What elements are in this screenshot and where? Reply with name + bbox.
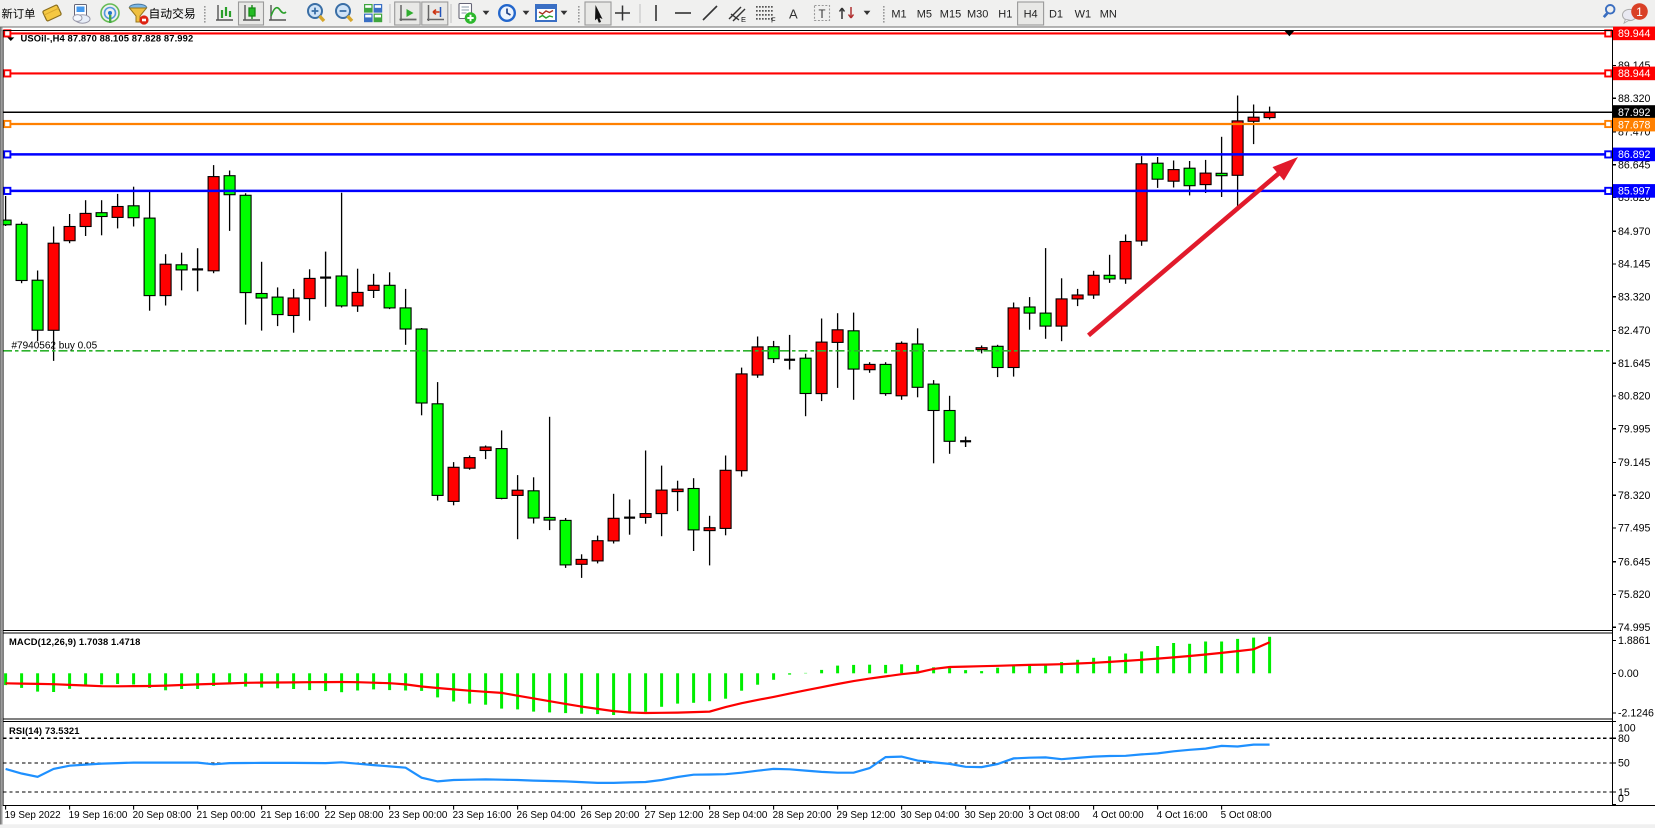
svg-text:74.995: 74.995 (1618, 622, 1651, 634)
svg-text:85.997: 85.997 (1618, 186, 1651, 198)
svg-text:M5: M5 (917, 9, 932, 21)
svg-text:19 Sep 2022: 19 Sep 2022 (5, 810, 61, 821)
svg-text:76.645: 76.645 (1618, 556, 1651, 568)
svg-text:29 Sep 12:00: 29 Sep 12:00 (837, 810, 896, 821)
svg-text:79.145: 79.145 (1618, 457, 1651, 469)
svg-text:21 Sep 16:00: 21 Sep 16:00 (261, 810, 320, 821)
svg-text:F: F (771, 16, 776, 25)
svg-text:H1: H1 (998, 9, 1012, 21)
svg-text:D1: D1 (1049, 9, 1063, 21)
svg-text:W1: W1 (1075, 9, 1092, 21)
svg-text:84.145: 84.145 (1618, 259, 1651, 271)
svg-text:80.820: 80.820 (1618, 391, 1651, 403)
svg-text:A: A (789, 7, 798, 22)
svg-text:3 Oct 08:00: 3 Oct 08:00 (1029, 810, 1081, 821)
svg-text:M1: M1 (891, 9, 906, 21)
svg-text:21 Sep 00:00: 21 Sep 00:00 (197, 810, 256, 821)
svg-text:15: 15 (1618, 787, 1630, 799)
svg-text:0: 0 (1618, 793, 1624, 805)
svg-text:82.470: 82.470 (1618, 325, 1651, 337)
svg-text:87.992: 87.992 (1618, 107, 1651, 119)
svg-text:MN: MN (1100, 9, 1117, 21)
svg-text:75.820: 75.820 (1618, 589, 1651, 601)
svg-text:30 Sep 04:00: 30 Sep 04:00 (901, 810, 960, 821)
svg-text:#7940562 buy 0.05: #7940562 buy 0.05 (12, 341, 98, 352)
svg-text:81.645: 81.645 (1618, 358, 1651, 370)
svg-text:M30: M30 (967, 9, 988, 21)
svg-text:86.645: 86.645 (1618, 159, 1651, 171)
svg-text:1.8861: 1.8861 (1618, 635, 1651, 647)
svg-text:28 Sep 20:00: 28 Sep 20:00 (773, 810, 832, 821)
svg-text:83.320: 83.320 (1618, 291, 1651, 303)
svg-text:84.970: 84.970 (1618, 226, 1651, 238)
svg-text:H4: H4 (1024, 9, 1038, 21)
svg-text:5 Oct 08:00: 5 Oct 08:00 (1221, 810, 1273, 821)
svg-text:22 Sep 08:00: 22 Sep 08:00 (325, 810, 384, 821)
svg-text:USOil-,H4 87.870 88.105 87.82: USOil-,H4 87.870 88.105 87.828 87.992 (21, 32, 194, 43)
svg-text:100: 100 (1618, 722, 1636, 734)
svg-text:88.320: 88.320 (1618, 93, 1651, 105)
svg-text:-2.1246: -2.1246 (1618, 708, 1654, 720)
svg-text:0.00: 0.00 (1618, 668, 1639, 680)
svg-text:26 Sep 04:00: 26 Sep 04:00 (517, 810, 576, 821)
svg-text:T: T (819, 9, 826, 21)
svg-text:30 Sep 20:00: 30 Sep 20:00 (965, 810, 1024, 821)
svg-text:89.944: 89.944 (1618, 28, 1651, 40)
svg-text:RSI(14) 73.5321: RSI(14) 73.5321 (9, 725, 80, 736)
svg-text:MACD(12,26,9) 1.7038 1.4718: MACD(12,26,9) 1.7038 1.4718 (9, 636, 140, 647)
svg-text:27 Sep 12:00: 27 Sep 12:00 (645, 810, 704, 821)
svg-text:4 Oct 00:00: 4 Oct 00:00 (1093, 810, 1145, 821)
svg-text:78.320: 78.320 (1618, 490, 1651, 502)
svg-text:88.944: 88.944 (1618, 68, 1651, 80)
svg-text:4 Oct 16:00: 4 Oct 16:00 (1157, 810, 1209, 821)
svg-text:87.678: 87.678 (1618, 119, 1651, 131)
svg-text:23 Sep 16:00: 23 Sep 16:00 (453, 810, 512, 821)
svg-text:1: 1 (1636, 5, 1643, 19)
svg-text:28 Sep 04:00: 28 Sep 04:00 (709, 810, 768, 821)
svg-text:86.892: 86.892 (1618, 149, 1651, 161)
svg-text:77.495: 77.495 (1618, 523, 1651, 535)
svg-text:M15: M15 (940, 9, 961, 21)
svg-text:80: 80 (1618, 733, 1630, 745)
svg-text:20 Sep 08:00: 20 Sep 08:00 (133, 810, 192, 821)
svg-text:79.995: 79.995 (1618, 423, 1651, 435)
svg-text:50: 50 (1618, 758, 1630, 770)
svg-text:E: E (741, 15, 746, 24)
svg-text:19 Sep 16:00: 19 Sep 16:00 (69, 810, 128, 821)
svg-text:23 Sep 00:00: 23 Sep 00:00 (389, 810, 448, 821)
svg-text:26 Sep 20:00: 26 Sep 20:00 (581, 810, 640, 821)
